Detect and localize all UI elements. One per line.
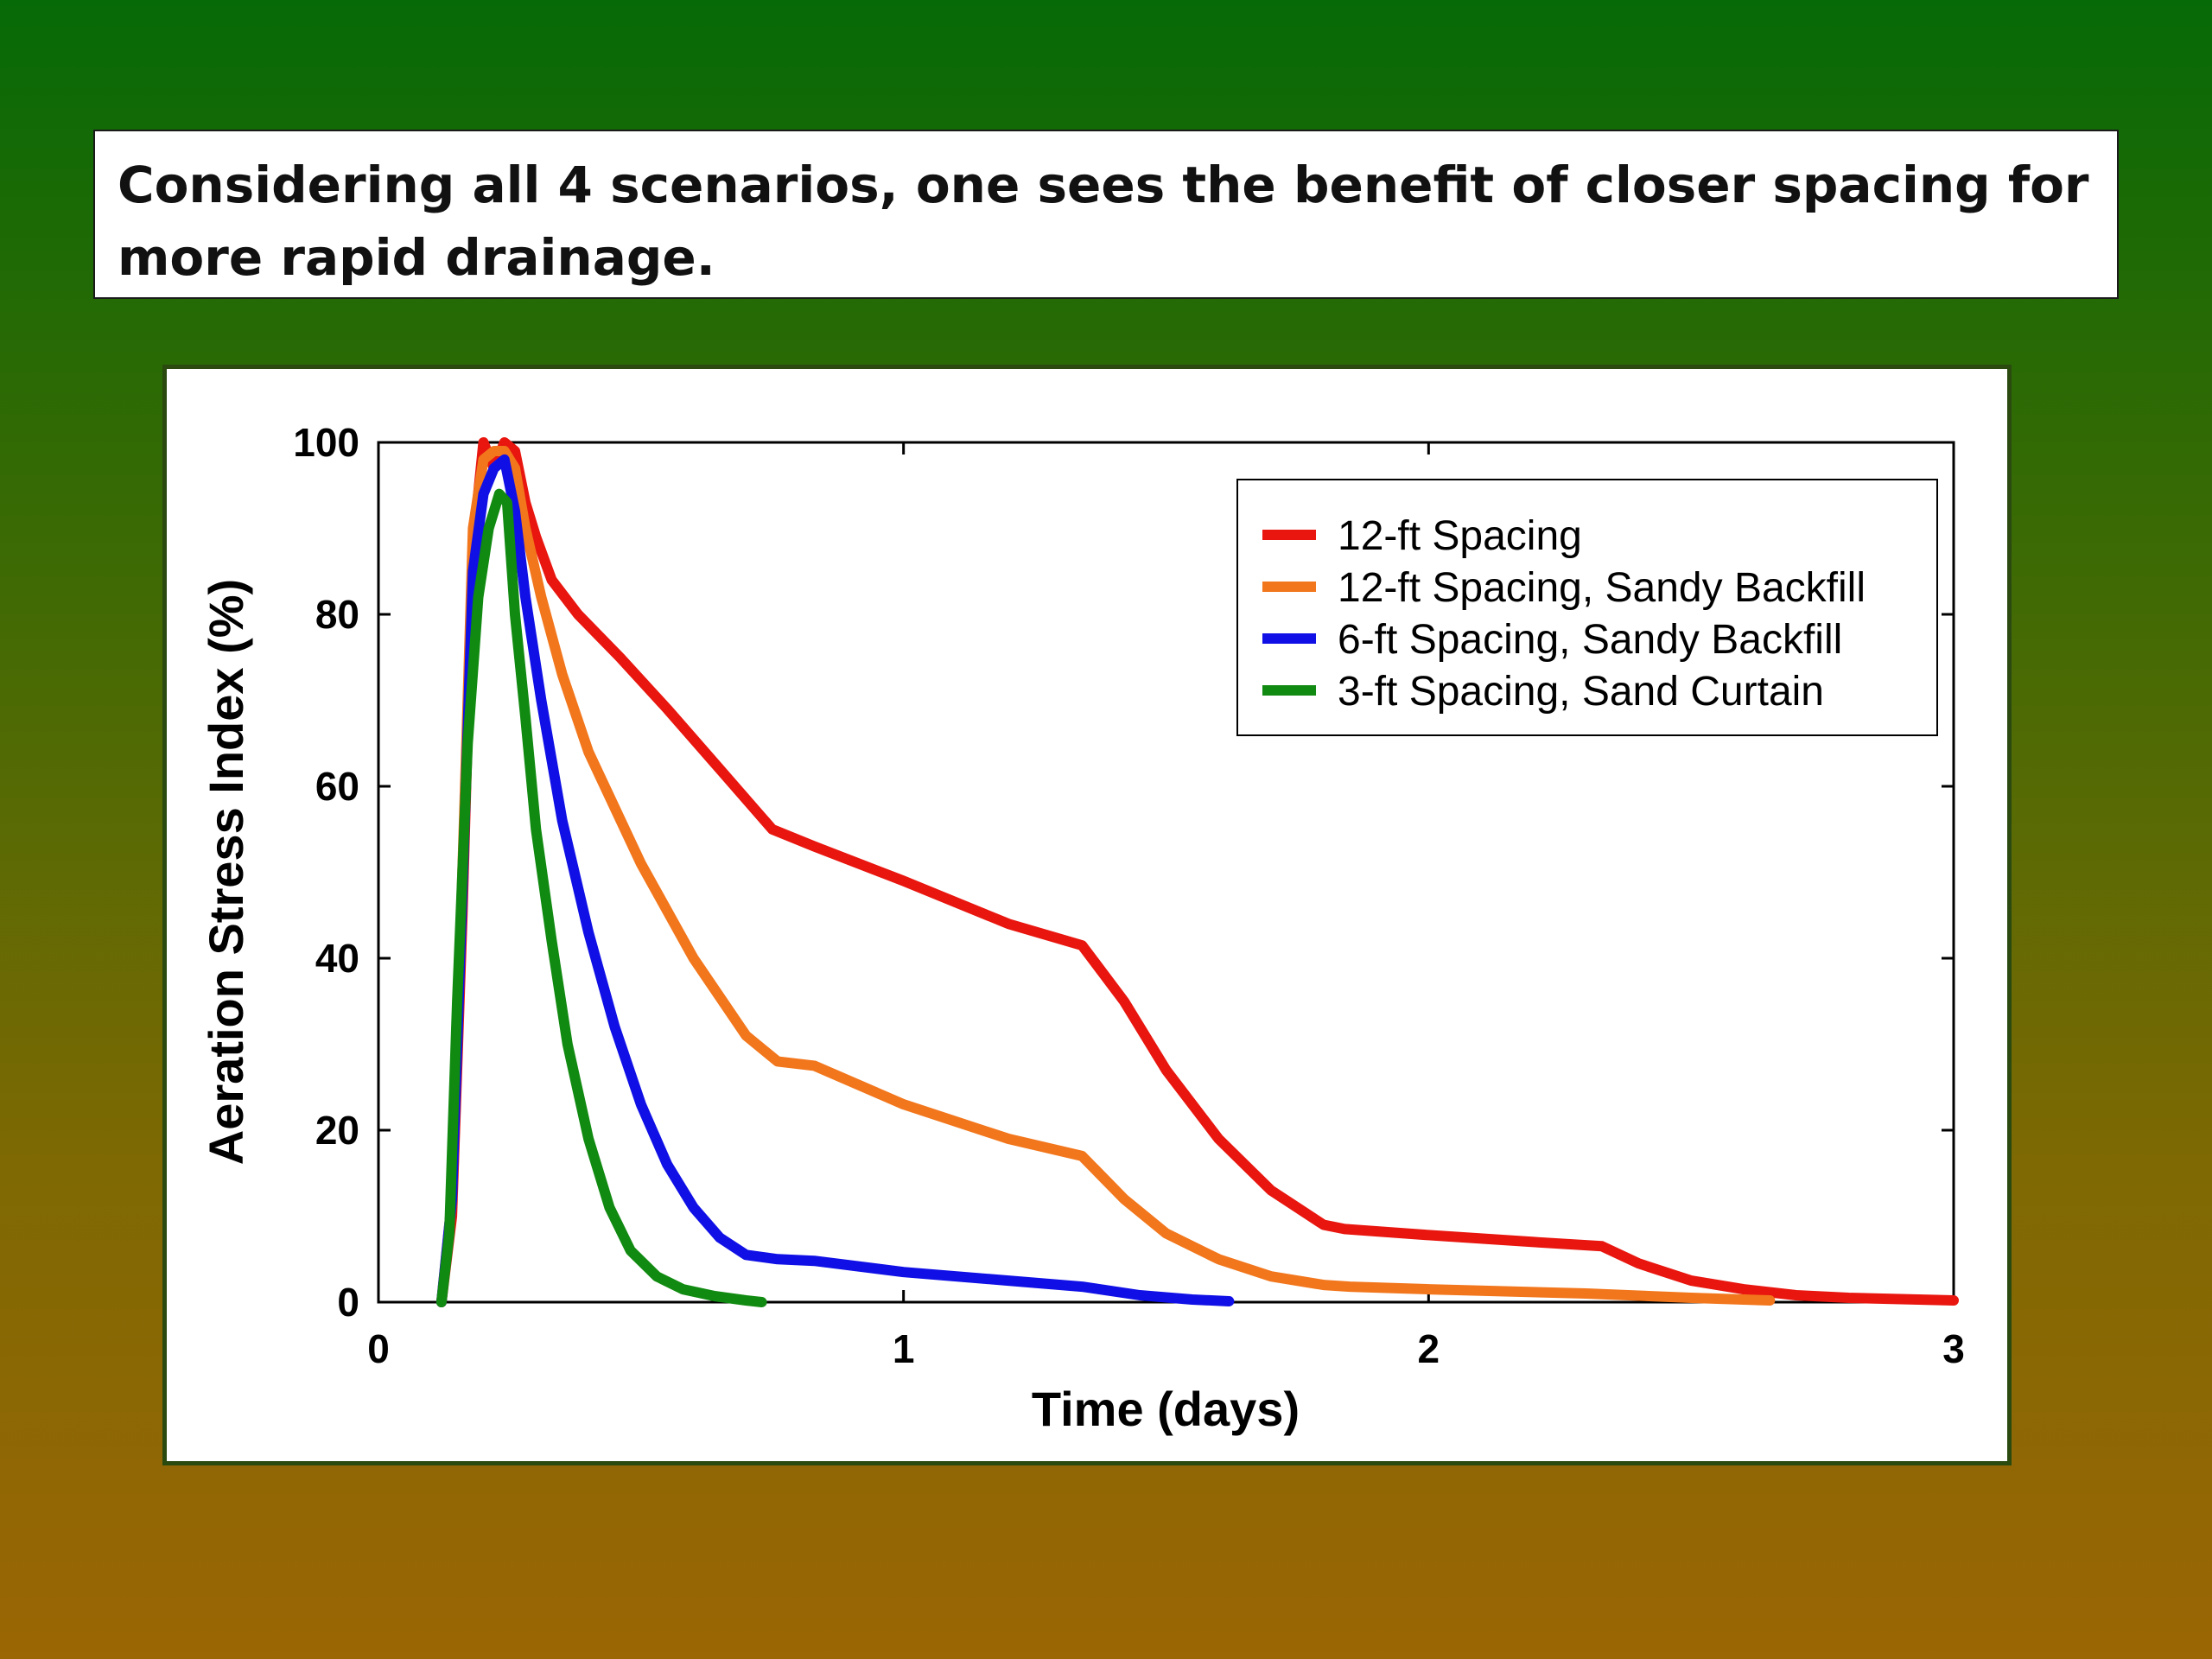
- x-axis-label: Time (days): [1032, 1382, 1300, 1436]
- x-tick-label: 3: [1942, 1326, 1965, 1371]
- series-line-4: [435, 488, 767, 1307]
- series-line-3: [435, 454, 1235, 1307]
- legend-label: 12-ft Spacing, Sandy Backfill: [1338, 565, 1866, 611]
- series-layer: [435, 437, 1959, 1307]
- slide-title-box: Considering all 4 scenarios, one sees th…: [93, 130, 2119, 299]
- x-tick-label: 0: [367, 1326, 390, 1371]
- y-tick-label: 20: [315, 1108, 359, 1153]
- y-tick-label: 40: [315, 936, 359, 981]
- y-tick-label: 0: [337, 1280, 359, 1325]
- x-tick-label: 1: [893, 1326, 915, 1371]
- chart-panel: 0 1 2 3 0 20 40 60 80 100 Time (days) Aeration St…: [162, 365, 2012, 1465]
- legend-box: [1236, 479, 1938, 736]
- x-tick-label: 2: [1418, 1326, 1440, 1371]
- legend-label: 6-ft Spacing, Sandy Backfill: [1338, 617, 1842, 663]
- y-axis-label: Aeration Stress Index (%): [199, 579, 253, 1165]
- series-line-2: [435, 446, 1776, 1307]
- legend-label: 3-ft Spacing, Sand Curtain: [1338, 669, 1824, 715]
- y-tick-label: 100: [293, 420, 359, 465]
- y-tick-label: 80: [315, 592, 359, 637]
- legend: 12-ft Spacing 12-ft Spacing, Sandy Backfi…: [1236, 479, 1938, 736]
- line-chart: 0 1 2 3 0 20 40 60 80 100 Time (days) Aeration St…: [199, 420, 1965, 1436]
- legend-label: 12-ft Spacing: [1338, 513, 1582, 559]
- y-tick-label: 60: [315, 764, 359, 809]
- slide-title: Considering all 4 scenarios, one sees th…: [118, 156, 2089, 287]
